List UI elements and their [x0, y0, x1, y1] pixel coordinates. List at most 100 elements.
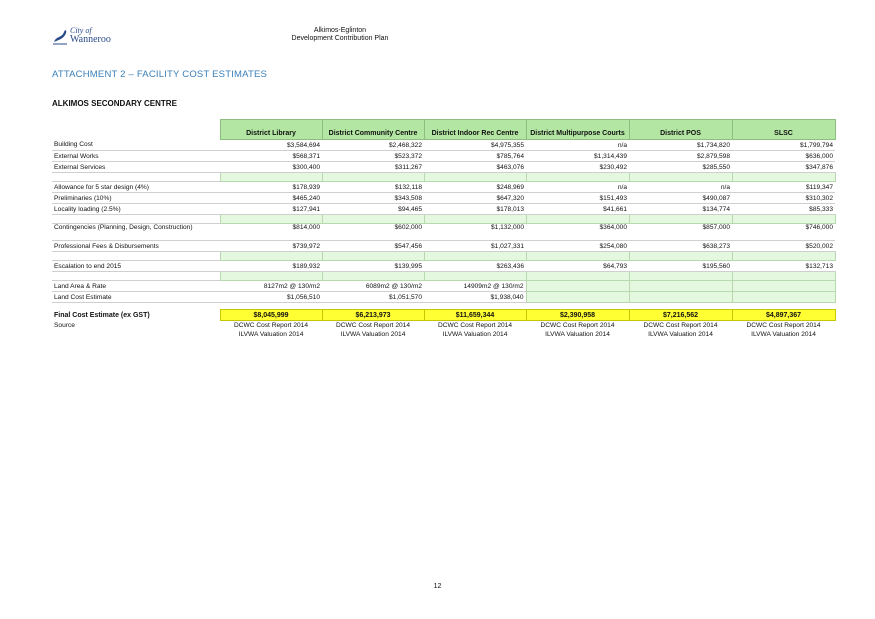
- cell: $547,456: [322, 240, 424, 252]
- cell: $310,302: [732, 192, 835, 204]
- table-row: Escalation to end 2015 $189,932 $139,995…: [52, 260, 835, 272]
- source-row: ILVWA Valuation 2014 ILVWA Valuation 201…: [52, 330, 835, 339]
- cell: $311,267: [322, 161, 424, 173]
- total-cell: $4,897,367: [731, 309, 836, 321]
- cell: $41,661: [526, 203, 629, 215]
- cell: 14909m2 @ 130/m2: [424, 280, 526, 292]
- cell: $254,080: [526, 240, 629, 252]
- cell: $2,879,598: [629, 150, 732, 162]
- cell: DCWC Cost Report 2014: [233, 322, 309, 329]
- row-label: [52, 330, 220, 339]
- header-line-1: Alkimos-Eglinton: [313, 27, 367, 34]
- section-title: ALKIMOS SECONDARY CENTRE: [52, 99, 177, 108]
- cell: $463,076: [424, 161, 526, 173]
- document-header: Alkimos-Eglinton Development Contributio…: [240, 27, 440, 43]
- row-label: Professional Fees & Disbursements: [52, 240, 220, 252]
- table-row: Allowance for 5 star design (4%) $178,93…: [52, 181, 835, 193]
- facility-cost-table: District Library District Community Cent…: [52, 119, 836, 339]
- cell: $739,972: [220, 240, 322, 252]
- col-header: SLSC: [731, 119, 836, 140]
- cell: $602,000: [322, 223, 424, 241]
- cell: $1,056,510: [220, 291, 322, 303]
- row-label: External Services: [52, 161, 220, 173]
- cell: 8127m2 @ 130/m2: [220, 280, 322, 292]
- cell: $64,793: [526, 260, 629, 272]
- cell: $94,465: [322, 203, 424, 215]
- cell: ILVWA Valuation 2014: [442, 331, 508, 338]
- total-cell: $2,390,958: [525, 309, 630, 321]
- city-logo: City of Wanneroo: [52, 24, 132, 48]
- table-row: Preliminaries (10%) $465,240 $343,508 $6…: [52, 192, 835, 204]
- total-cell: $6,213,973: [321, 309, 425, 321]
- cell: 6089m2 @ 130/m2: [322, 280, 424, 292]
- table-row: Land Cost Estimate $1,056,510 $1,051,570…: [52, 291, 836, 303]
- row-label: Allowance for 5 star design (4%): [52, 181, 220, 193]
- cell: $1,051,570: [322, 291, 424, 303]
- cell: $119,347: [732, 181, 835, 193]
- col-header: District Community Centre: [321, 119, 425, 140]
- spacer-row: [52, 251, 836, 261]
- cell: $364,000: [526, 223, 629, 241]
- cell: $230,492: [526, 161, 629, 173]
- table-row: Land Area & Rate 8127m2 @ 130/m2 6089m2 …: [52, 280, 836, 292]
- final-total-row: Final Cost Estimate (ex GST) $8,045,999 …: [52, 309, 836, 321]
- col-header: District Multipurpose Courts: [525, 119, 630, 140]
- col-header: District POS: [628, 119, 733, 140]
- cell: ILVWA Valuation 2014: [340, 331, 406, 338]
- cell: [731, 280, 836, 292]
- cell: n/a: [526, 139, 629, 151]
- cell: $647,320: [424, 192, 526, 204]
- row-label: Final Cost Estimate (ex GST): [54, 311, 150, 319]
- source-row: Source DCWC Cost Report 2014 DCWC Cost R…: [52, 321, 835, 331]
- row-label: Source: [54, 321, 75, 329]
- col-header: District Library: [219, 119, 323, 140]
- cell: $343,508: [322, 192, 424, 204]
- cell: $814,000: [220, 223, 322, 241]
- cell: [525, 280, 630, 292]
- logo-wordmark: City of Wanneroo: [70, 26, 111, 45]
- cell: $132,118: [322, 181, 424, 193]
- cell: DCWC Cost Report 2014: [540, 322, 615, 329]
- row-label: Land Cost Estimate: [52, 291, 220, 303]
- cell: $178,013: [424, 203, 526, 215]
- spacer-row: [52, 271, 836, 281]
- table-header-row: District Library District Community Cent…: [52, 119, 836, 140]
- row-label: Locality loading (2.5%): [52, 203, 220, 215]
- cell: $248,969: [424, 181, 526, 193]
- cell: $195,560: [629, 260, 732, 272]
- row-label: Building Cost: [52, 139, 220, 151]
- cell: DCWC Cost Report 2014: [746, 322, 821, 329]
- cell: ILVWA Valuation 2014: [238, 331, 304, 338]
- cell: $490,087: [629, 192, 732, 204]
- cell: $568,371: [220, 150, 322, 162]
- row-label: Preliminaries (10%): [52, 192, 220, 204]
- cell: $1,027,331: [424, 240, 526, 252]
- total-cell: $7,216,562: [628, 309, 733, 321]
- cell: $347,876: [732, 161, 835, 173]
- cell: $523,372: [322, 150, 424, 162]
- cell: $465,240: [220, 192, 322, 204]
- cell: $1,132,000: [424, 223, 526, 241]
- cell: $285,550: [629, 161, 732, 173]
- table-row: Professional Fees & Disbursements $739,9…: [52, 240, 835, 252]
- cell: $1,799,794: [732, 139, 835, 151]
- row-label: External Works: [52, 150, 220, 162]
- cell: $85,333: [732, 203, 835, 215]
- cell: $300,400: [220, 161, 322, 173]
- spacer-row: [52, 214, 836, 224]
- cell: [628, 291, 733, 303]
- cell: $785,764: [424, 150, 526, 162]
- cell: [525, 291, 630, 303]
- cell: $1,938,040: [424, 291, 526, 303]
- page-number: 12: [433, 583, 442, 590]
- table-row: External Works $568,371 $523,372 $785,76…: [52, 150, 835, 162]
- cell: $139,995: [322, 260, 424, 272]
- header-line-2: Development Contribution Plan: [291, 35, 389, 42]
- total-cell: $8,045,999: [219, 309, 323, 321]
- cell: $1,734,820: [629, 139, 732, 151]
- cell: ILVWA Valuation 2014: [648, 331, 713, 338]
- cell: $638,273: [629, 240, 732, 252]
- row-label: Land Area & Rate: [52, 280, 220, 292]
- cell: ILVWA Valuation 2014: [751, 331, 816, 338]
- cell: $857,000: [629, 223, 732, 241]
